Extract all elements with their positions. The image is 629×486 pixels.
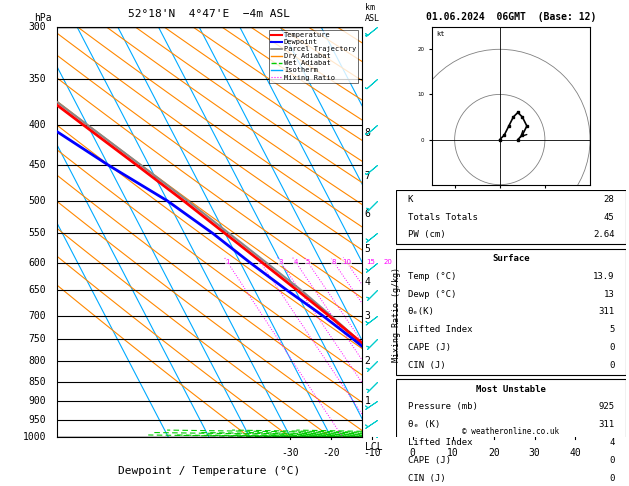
Text: 0: 0 [609, 361, 615, 370]
Text: 4: 4 [365, 278, 370, 288]
Text: hPa: hPa [34, 13, 52, 23]
Text: 650: 650 [28, 285, 46, 295]
Text: 311: 311 [598, 308, 615, 316]
Text: θₑ(K): θₑ(K) [408, 308, 435, 316]
Text: 3: 3 [365, 311, 370, 321]
Text: 8: 8 [331, 259, 336, 265]
Text: 5: 5 [365, 243, 370, 254]
Text: 25: 25 [398, 259, 406, 265]
Text: 10: 10 [447, 448, 459, 458]
Text: CIN (J): CIN (J) [408, 474, 445, 483]
Text: 13.9: 13.9 [593, 272, 615, 281]
Text: -10: -10 [363, 448, 381, 458]
Text: 925: 925 [598, 402, 615, 412]
Text: K: K [408, 195, 413, 204]
Text: 500: 500 [28, 196, 46, 206]
Text: 750: 750 [28, 334, 46, 344]
Text: kt: kt [437, 31, 445, 37]
Text: 52°18'N  4°47'E  −4m ASL: 52°18'N 4°47'E −4m ASL [128, 9, 290, 18]
Text: 1: 1 [365, 397, 370, 406]
Text: 2: 2 [259, 259, 263, 265]
Text: 2.64: 2.64 [593, 230, 615, 240]
Text: Dewp (°C): Dewp (°C) [408, 290, 456, 298]
Text: 1000: 1000 [23, 433, 46, 442]
Text: 3: 3 [279, 259, 283, 265]
Text: Lifted Index: Lifted Index [408, 438, 472, 447]
Text: 4: 4 [609, 438, 615, 447]
Text: 6: 6 [365, 209, 370, 219]
Text: θₑ (K): θₑ (K) [408, 420, 440, 429]
Text: 350: 350 [28, 74, 46, 84]
Text: © weatheronline.co.uk: © weatheronline.co.uk [462, 427, 560, 436]
Text: 45: 45 [604, 212, 615, 222]
Text: 0: 0 [609, 343, 615, 352]
Text: 13: 13 [604, 290, 615, 298]
Bar [396, 249, 626, 375]
Text: 2: 2 [365, 356, 370, 366]
Text: Pressure (mb): Pressure (mb) [408, 402, 477, 412]
Text: Totals Totals: Totals Totals [408, 212, 477, 222]
Text: km
ASL: km ASL [365, 3, 380, 23]
Text: 800: 800 [28, 356, 46, 366]
Legend: Temperature, Dewpoint, Parcel Trajectory, Dry Adiabat, Wet Adiabat, Isotherm, Mi: Temperature, Dewpoint, Parcel Trajectory… [269, 30, 358, 83]
Text: 950: 950 [28, 415, 46, 425]
Text: LCL: LCL [365, 441, 382, 451]
Text: 0: 0 [409, 448, 416, 458]
Text: 4: 4 [294, 259, 298, 265]
Bar [396, 380, 626, 486]
Text: Mixing Ratio (g/kg): Mixing Ratio (g/kg) [392, 267, 401, 362]
Text: 01.06.2024  06GMT  (Base: 12): 01.06.2024 06GMT (Base: 12) [426, 12, 596, 22]
Text: 5: 5 [306, 259, 310, 265]
Text: Dewpoint / Temperature (°C): Dewpoint / Temperature (°C) [118, 466, 300, 476]
Text: 1: 1 [225, 259, 230, 265]
Text: 900: 900 [28, 397, 46, 406]
Text: 700: 700 [28, 311, 46, 321]
Text: 10: 10 [342, 259, 351, 265]
Text: 300: 300 [28, 22, 46, 32]
Text: Lifted Index: Lifted Index [408, 325, 472, 334]
Text: Most Unstable: Most Unstable [476, 384, 546, 394]
Text: 15: 15 [366, 259, 375, 265]
Text: PW (cm): PW (cm) [408, 230, 445, 240]
Text: 0: 0 [609, 456, 615, 465]
Text: 8: 8 [365, 128, 370, 139]
Text: 450: 450 [28, 160, 46, 170]
Text: 28: 28 [604, 195, 615, 204]
Bar [396, 190, 626, 244]
Text: 850: 850 [28, 377, 46, 387]
Text: Temp (°C): Temp (°C) [408, 272, 456, 281]
Text: 20: 20 [384, 259, 392, 265]
Text: CAPE (J): CAPE (J) [408, 456, 451, 465]
Text: 550: 550 [28, 228, 46, 239]
Text: -30: -30 [282, 448, 299, 458]
Text: CIN (J): CIN (J) [408, 361, 445, 370]
Text: 30: 30 [528, 448, 540, 458]
Text: 5: 5 [609, 325, 615, 334]
Text: CAPE (J): CAPE (J) [408, 343, 451, 352]
Text: 311: 311 [598, 420, 615, 429]
Text: 600: 600 [28, 258, 46, 268]
Text: 400: 400 [28, 120, 46, 130]
Text: 40: 40 [569, 448, 581, 458]
Text: -20: -20 [322, 448, 340, 458]
Text: 0: 0 [609, 474, 615, 483]
Text: 20: 20 [488, 448, 500, 458]
Text: 7: 7 [365, 171, 370, 181]
Text: Surface: Surface [493, 254, 530, 263]
